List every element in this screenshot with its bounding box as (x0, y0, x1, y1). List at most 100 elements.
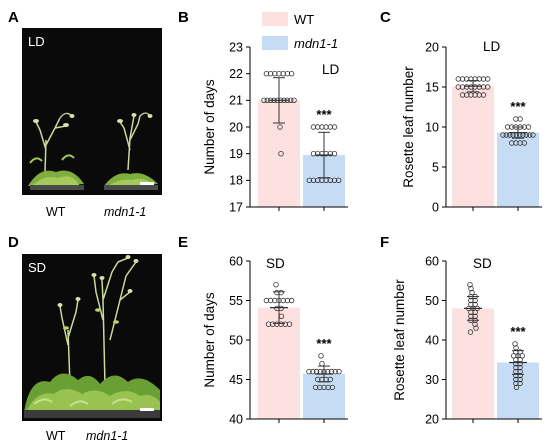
chart-c-point-wt (468, 76, 474, 82)
chart-f-significance: *** (510, 324, 526, 339)
chart-f-y-tick-label: 30 (425, 373, 439, 387)
chart-f-point-mdn1 (517, 380, 523, 387)
chart-f-point-wt (472, 321, 478, 327)
chart-b-point-wt (284, 70, 291, 77)
photo-sd-mdn1-plant (91, 255, 139, 386)
chart-f-rosette-leaves-sd: 20 30 40 50 60 Rosette leaf number SD *** (392, 254, 542, 426)
chart-c-point-mdn1 (521, 140, 527, 146)
chart-c-point-mdn1 (513, 116, 519, 122)
chart-b-point-mdn1 (315, 177, 321, 183)
chart-f-point-mdn1 (517, 372, 523, 379)
chart-c-point-wt (476, 76, 482, 82)
chart-f-point-mdn1 (517, 376, 523, 383)
chart-c-point-wt (480, 84, 487, 90)
chart-c-point-mdn1 (525, 124, 532, 130)
chart-c-point-wt (459, 92, 466, 98)
chart-b-point-mdn1 (331, 177, 338, 183)
chart-b-y-tick-label: 23 (229, 40, 243, 54)
chart-e-point-wt (278, 321, 284, 327)
chart-b-point-wt (288, 97, 294, 103)
chart-f-y-tick-label: 50 (425, 294, 439, 308)
chart-f-bar-wt (452, 308, 494, 419)
photo-sd-caption-mdn1: mdn1-1 (86, 429, 128, 443)
photo-ld-caption-mdn1: mdn1-1 (104, 205, 146, 219)
chart-b-point-mdn1 (315, 150, 321, 157)
chart-e-point-mdn1 (310, 368, 316, 375)
chart-e-y-tick-label: 45 (229, 373, 243, 387)
chart-f-y-tick-label: 20 (425, 412, 439, 426)
legend-swatch-mdn1 (262, 36, 288, 50)
chart-c-point-wt (464, 76, 470, 82)
chart-c-significance: *** (510, 99, 526, 114)
chart-b-y-tick-label: 21 (229, 94, 243, 108)
chart-e-point-wt (284, 297, 291, 304)
chart-b-point-mdn1 (315, 124, 321, 130)
chart-c-point-wt (455, 84, 461, 90)
chart-e-point-wt (282, 321, 288, 327)
chart-e-point-mdn1 (329, 384, 336, 391)
chart-f-errorbar-wt (464, 296, 482, 321)
chart-b-point-mdn1 (331, 124, 338, 130)
chart-b-condition-label: LD (322, 62, 340, 77)
chart-c-point-wt (485, 84, 491, 90)
chart-b-y-tick-label: 22 (229, 67, 243, 81)
chart-e-point-mdn1 (332, 368, 338, 375)
chart-b-point-wt (288, 70, 295, 77)
chart-b-y-tick-label: 17 (229, 200, 243, 214)
chart-e-point-wt (288, 297, 295, 304)
panel-label-f: F (380, 234, 389, 251)
panel-label-a: A (8, 9, 19, 26)
photo-sd: SD (22, 254, 162, 421)
chart-e-point-mdn1 (317, 384, 323, 391)
chart-e-point-wt (280, 297, 286, 304)
panel-label-e: E (178, 234, 188, 251)
legend-label-wt: WT (294, 12, 314, 27)
chart-f-point-mdn1 (519, 353, 525, 359)
chart-b-point-mdn1 (331, 150, 338, 157)
legend: WT mdn1-1 (262, 12, 338, 51)
chart-e-point-wt (274, 321, 280, 327)
chart-b-point-wt (267, 70, 274, 77)
chart-b-point-mdn1 (323, 124, 329, 130)
chart-c-point-wt (459, 76, 466, 82)
chart-b-point-mdn1 (327, 177, 333, 183)
chart-c-point-mdn1 (503, 132, 509, 138)
chart-f-point-wt (468, 285, 474, 292)
chart-b-point-wt (264, 97, 270, 103)
chart-b-errorbar-wt (270, 77, 288, 124)
photo-sd-wt-plant (57, 297, 81, 386)
chart-c-bar-mdn1 (497, 132, 539, 207)
chart-c-y-tick-label: 20 (425, 40, 439, 54)
chart-f-condition-label: SD (473, 256, 492, 271)
chart-b-significance: *** (316, 107, 332, 122)
chart-c-point-wt (455, 76, 461, 82)
chart-b-point-mdn1 (319, 124, 325, 130)
chart-b-flowering-days-ld: 17 18 19 20 21 22 23 Number of days LD *** (202, 40, 348, 214)
chart-e-point-wt (267, 297, 274, 304)
chart-e-y-tick-label: 50 (229, 333, 243, 347)
chart-b-errorbar-mdn1 (315, 131, 333, 179)
chart-e-condition-label: SD (266, 256, 285, 271)
chart-c-point-wt (468, 92, 474, 98)
chart-e-significance: *** (316, 336, 332, 351)
chart-e-point-mdn1 (315, 376, 321, 383)
chart-f-point-wt (473, 325, 479, 331)
chart-c-point-mdn1 (527, 132, 533, 138)
photo-ld-scale-bar (140, 182, 154, 185)
chart-b-point-wt (280, 70, 286, 77)
chart-f-point-wt (467, 282, 473, 288)
chart-b-point-wt (263, 70, 270, 77)
chart-c-y-label: Rosette leaf number (401, 66, 416, 188)
chart-b-point-mdn1 (310, 150, 317, 157)
chart-c-point-mdn1 (517, 116, 523, 122)
chart-c-point-mdn1 (530, 132, 536, 138)
chart-b-point-wt (277, 124, 283, 130)
chart-f-point-mdn1 (513, 380, 519, 387)
chart-b-y-tick-label: 20 (229, 120, 243, 134)
chart-c-y-tick-label: 10 (425, 120, 439, 134)
chart-f-point-mdn1 (513, 372, 519, 379)
chart-f-point-mdn1 (513, 376, 519, 383)
chart-c-point-wt (472, 92, 478, 98)
chart-b-y-tick-label: 18 (229, 174, 243, 188)
